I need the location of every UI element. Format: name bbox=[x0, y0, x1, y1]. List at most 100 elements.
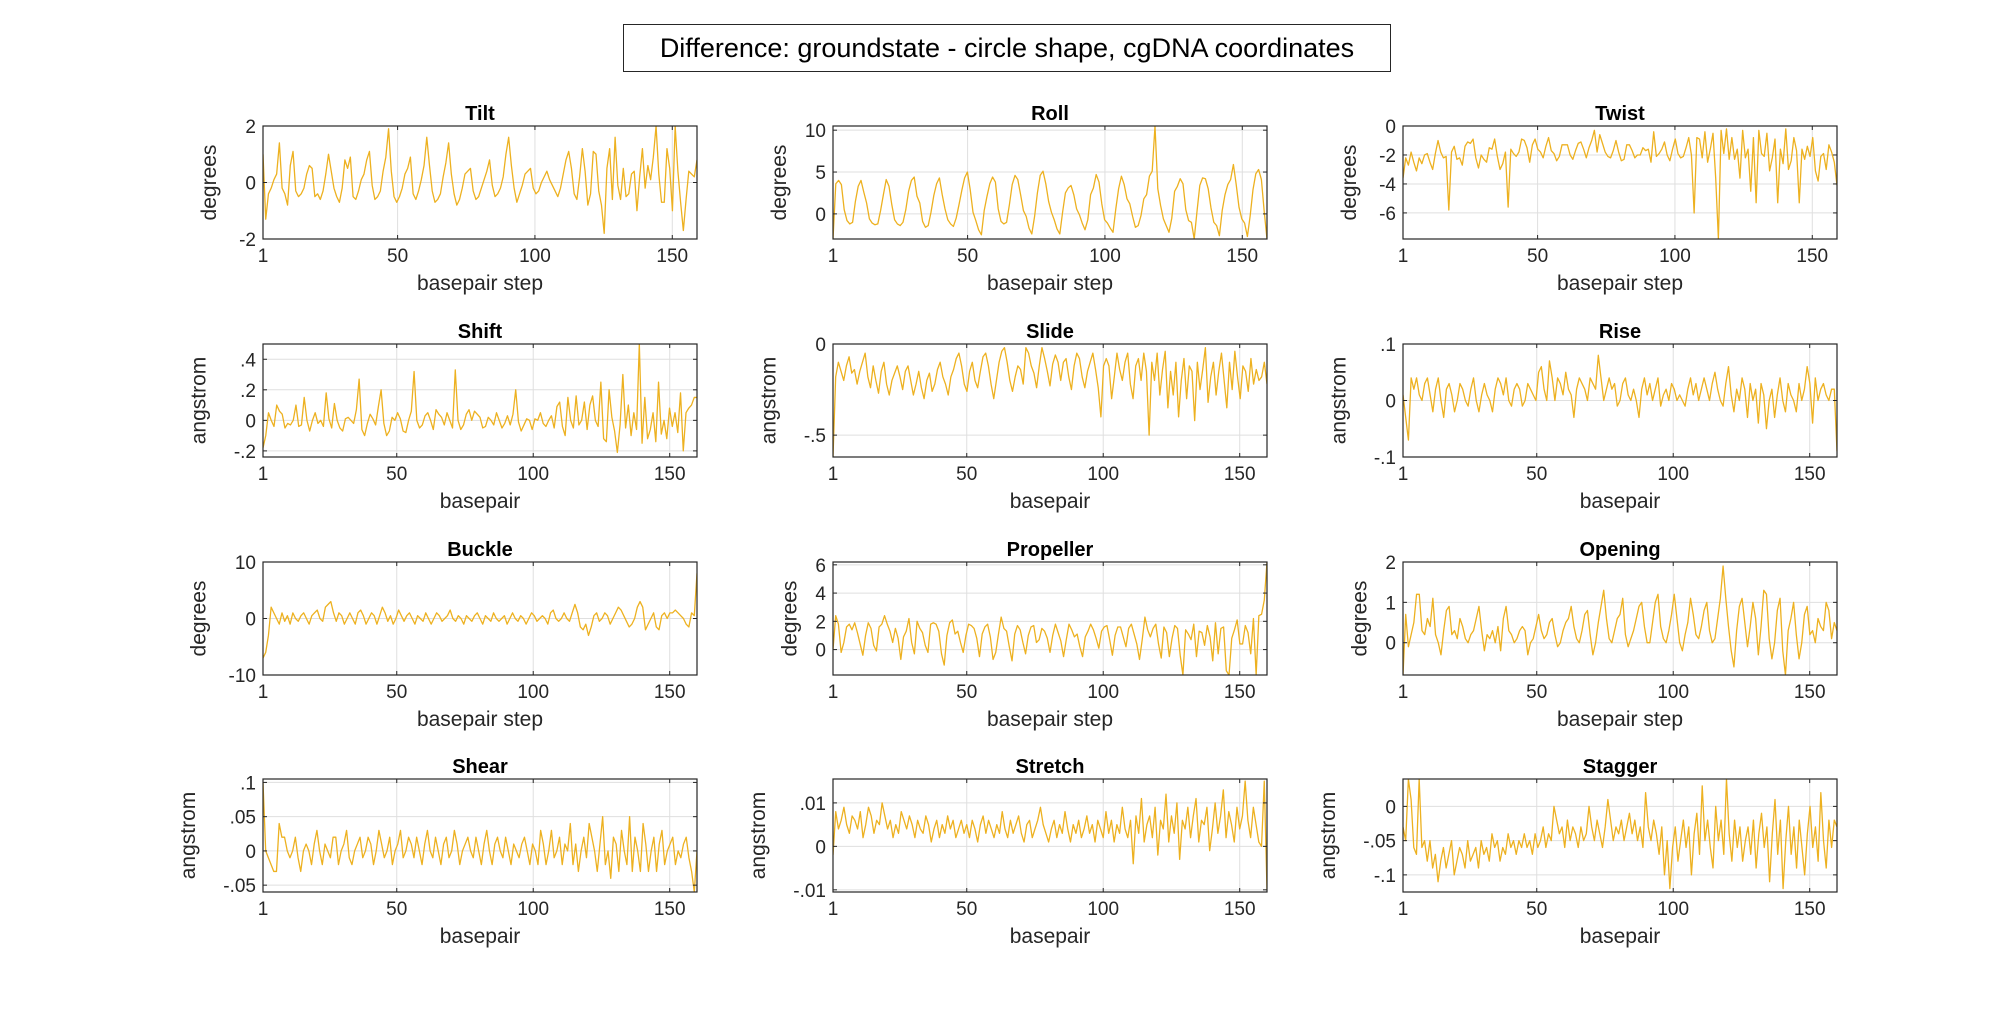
stagger-xtick-label: 150 bbox=[1794, 899, 1826, 920]
twist-xlabel: basepair step bbox=[1557, 272, 1683, 295]
shift-xtick-label: 100 bbox=[517, 464, 549, 485]
stretch-ytick-label: 0 bbox=[815, 837, 826, 858]
rise-xlabel: basepair bbox=[1580, 490, 1661, 513]
slide-ylabel: angstrom bbox=[758, 357, 781, 445]
twist-title: Twist bbox=[1595, 103, 1645, 125]
roll-xlabel: basepair step bbox=[987, 272, 1113, 295]
twist-xtick-label: 150 bbox=[1796, 246, 1828, 267]
tilt-xtick-label: 50 bbox=[387, 246, 408, 267]
shift-ytick-label: .2 bbox=[240, 381, 256, 402]
stretch-xtick-label: 100 bbox=[1087, 899, 1119, 920]
stagger-ytick-label: 0 bbox=[1385, 797, 1396, 818]
shift-xtick-label: 1 bbox=[258, 464, 269, 485]
stagger-xtick-label: 50 bbox=[1526, 899, 1547, 920]
shear-ytick-label: .1 bbox=[240, 773, 256, 794]
buckle-ytick-label: -10 bbox=[229, 666, 256, 687]
buckle-title: Buckle bbox=[447, 539, 513, 561]
stretch-xtick-label: 50 bbox=[956, 899, 977, 920]
stagger-xtick-label: 1 bbox=[1398, 899, 1409, 920]
propeller-series-line bbox=[833, 562, 1267, 675]
propeller-xtick-label: 150 bbox=[1224, 682, 1256, 703]
shift-xtick-label: 50 bbox=[386, 464, 407, 485]
propeller-ytick-label: 6 bbox=[815, 556, 826, 577]
buckle-xtick-label: 1 bbox=[258, 682, 269, 703]
opening-xtick-label: 50 bbox=[1526, 682, 1547, 703]
stagger-axes-box bbox=[1402, 778, 1838, 893]
propeller-xlabel: basepair step bbox=[987, 708, 1113, 731]
slide-xlabel: basepair bbox=[1010, 490, 1091, 513]
roll-xtick-label: 100 bbox=[1089, 246, 1121, 267]
shear-ytick-label: -.05 bbox=[223, 876, 256, 897]
buckle-ytick-label: 10 bbox=[235, 553, 256, 574]
stagger-title: Stagger bbox=[1583, 756, 1658, 778]
shift-ylabel: angstrom bbox=[188, 357, 211, 445]
shift-xlabel: basepair bbox=[440, 490, 521, 513]
rise-xtick-label: 150 bbox=[1794, 464, 1826, 485]
opening-xtick-label: 150 bbox=[1794, 682, 1826, 703]
buckle-xlabel: basepair step bbox=[417, 708, 543, 731]
propeller-ylabel: degrees bbox=[779, 581, 802, 657]
figure-title: Difference: groundstate - circle shape, … bbox=[623, 24, 1391, 72]
shift-axes-box bbox=[262, 343, 698, 458]
rise-ytick-label: -.1 bbox=[1374, 448, 1396, 469]
twist-ytick-label: -4 bbox=[1379, 175, 1396, 196]
roll-ytick-label: 10 bbox=[805, 121, 826, 142]
shear-xtick-label: 1 bbox=[258, 899, 269, 920]
slide-xtick-label: 100 bbox=[1087, 464, 1119, 485]
tilt-ylabel: degrees bbox=[198, 145, 221, 221]
stretch-axes-box bbox=[832, 778, 1268, 893]
twist-xtick-label: 100 bbox=[1659, 246, 1691, 267]
opening-title: Opening bbox=[1579, 539, 1660, 561]
roll-ytick-label: 0 bbox=[815, 205, 826, 226]
stagger-ylabel: angstrom bbox=[1317, 792, 1340, 880]
twist-ytick-label: -6 bbox=[1379, 204, 1396, 225]
stagger-series-line bbox=[1403, 779, 1837, 890]
shift-ytick-label: 0 bbox=[245, 411, 256, 432]
rise-xtick-label: 50 bbox=[1526, 464, 1547, 485]
twist-ylabel: degrees bbox=[1338, 145, 1361, 221]
slide-series-line bbox=[833, 347, 1267, 457]
rise-ytick-label: 0 bbox=[1385, 392, 1396, 413]
roll-ytick-label: 5 bbox=[815, 163, 826, 184]
buckle-xtick-label: 100 bbox=[517, 682, 549, 703]
shift-xtick-label: 150 bbox=[654, 464, 686, 485]
roll-title: Roll bbox=[1031, 103, 1069, 125]
shear-ytick-label: 0 bbox=[245, 842, 256, 863]
twist-axes-box bbox=[1402, 125, 1838, 240]
rise-xtick-label: 100 bbox=[1657, 464, 1689, 485]
stretch-title: Stretch bbox=[1016, 756, 1085, 778]
stretch-xlabel: basepair bbox=[1010, 925, 1091, 948]
shear-title: Shear bbox=[452, 756, 508, 778]
buckle-ylabel: degrees bbox=[188, 581, 211, 657]
shear-xtick-label: 50 bbox=[386, 899, 407, 920]
tilt-title: Tilt bbox=[465, 103, 495, 125]
tilt-xtick-label: 150 bbox=[656, 246, 688, 267]
rise-series-line bbox=[1403, 354, 1837, 452]
slide-xtick-label: 150 bbox=[1224, 464, 1256, 485]
buckle-xtick-label: 150 bbox=[654, 682, 686, 703]
buckle-series-line bbox=[263, 573, 697, 659]
stretch-ylabel: angstrom bbox=[747, 792, 770, 880]
propeller-ytick-label: 2 bbox=[815, 612, 826, 633]
propeller-xtick-label: 100 bbox=[1087, 682, 1119, 703]
buckle-ytick-label: 0 bbox=[245, 610, 256, 631]
stretch-xtick-label: 150 bbox=[1224, 899, 1256, 920]
stagger-xtick-label: 100 bbox=[1657, 899, 1689, 920]
tilt-xlabel: basepair step bbox=[417, 272, 543, 295]
rise-title: Rise bbox=[1599, 321, 1641, 343]
slide-ytick-label: -.5 bbox=[804, 426, 826, 447]
propeller-axes-box bbox=[832, 561, 1268, 676]
stretch-ytick-label: -.01 bbox=[793, 881, 826, 902]
rise-ytick-label: .1 bbox=[1380, 335, 1396, 356]
tilt-ytick-label: 0 bbox=[245, 174, 256, 195]
shift-ytick-label: -.2 bbox=[234, 442, 256, 463]
slide-title: Slide bbox=[1026, 321, 1074, 343]
shift-series-line bbox=[263, 344, 697, 454]
